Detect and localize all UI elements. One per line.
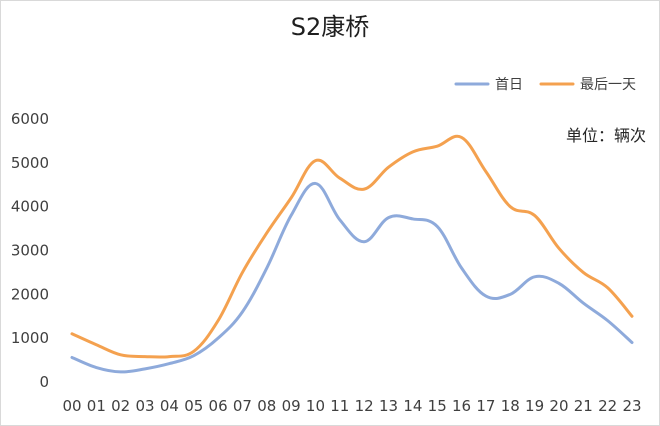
x-tick-label: 07 — [233, 397, 252, 415]
x-tick-label: 09 — [282, 397, 301, 415]
series-line-1 — [70, 134, 634, 359]
x-tick-label: 20 — [549, 397, 568, 415]
y-tick-label: 0 — [39, 373, 49, 391]
x-tick-label: 00 — [62, 397, 81, 415]
x-tick-label: 14 — [403, 397, 422, 415]
legend: 首日 最后一天 — [454, 77, 636, 93]
x-tick-label: 16 — [452, 397, 471, 415]
x-tick-label: 21 — [574, 397, 593, 415]
x-tick-label: 12 — [355, 397, 374, 415]
y-tick-label: 5000 — [11, 154, 49, 172]
chart-title: S2康桥 — [291, 13, 370, 41]
y-tick-label: 3000 — [11, 242, 49, 260]
x-tick-label: 05 — [184, 397, 203, 415]
x-tick-label: 23 — [622, 397, 641, 415]
x-tick-label: 06 — [209, 397, 228, 415]
x-tick-label: 03 — [135, 397, 154, 415]
x-tick-label: 02 — [111, 397, 130, 415]
x-tick-label: 10 — [306, 397, 325, 415]
y-tick-label: 2000 — [11, 285, 49, 303]
x-tick-label: 17 — [476, 397, 495, 415]
x-tick-label: 08 — [257, 397, 276, 415]
x-axis: 00 01 02 03 04 05 06 07 08 09 10 11 12 13 14 15 16 17 18 19… — [62, 397, 641, 415]
legend-label: 最后一天 — [580, 77, 636, 93]
x-tick-label: 13 — [379, 397, 398, 415]
x-tick-label: 15 — [428, 397, 447, 415]
x-tick-label: 04 — [160, 397, 179, 415]
series-line-0 — [70, 181, 634, 374]
y-tick-label: 4000 — [11, 198, 49, 216]
plot-area — [70, 134, 634, 374]
x-tick-label: 19 — [525, 397, 544, 415]
legend-label: 首日 — [495, 77, 523, 93]
unit-label: 单位：辆次 — [566, 126, 646, 145]
y-axis: 0 1000 2000 3000 4000 5000 6000 — [11, 110, 49, 391]
x-tick-label: 22 — [598, 397, 617, 415]
x-tick-label: 01 — [87, 397, 106, 415]
x-tick-label: 18 — [501, 397, 520, 415]
y-tick-label: 6000 — [11, 110, 49, 128]
x-tick-label: 11 — [330, 397, 349, 415]
y-tick-label: 1000 — [11, 329, 49, 347]
